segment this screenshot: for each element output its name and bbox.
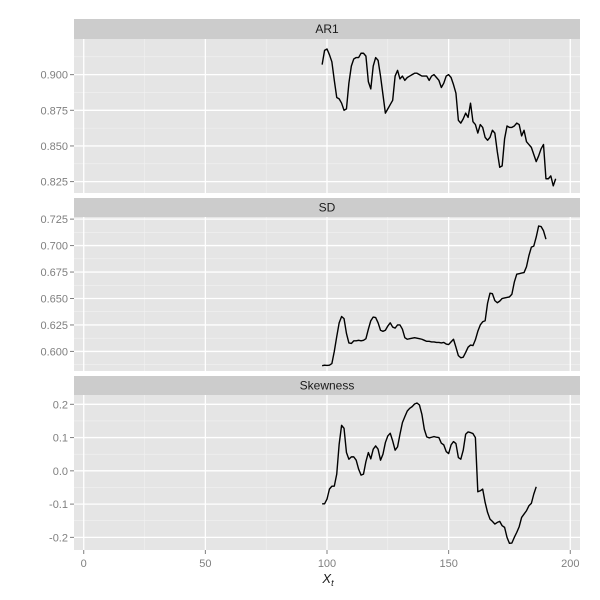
y-tick-label: 0.600 <box>40 346 68 358</box>
x-tick-label: 100 <box>318 558 336 570</box>
y-tick-label: 0.0 <box>53 466 68 478</box>
facet-panels: AR1 0.825 0.850 0.875 0.900 SD 0.600 0.625 0.650… <box>40 19 580 550</box>
y-tick-label: -0.1 <box>49 499 68 511</box>
facet-strip-label: SD <box>319 201 336 215</box>
y-tick-label: 0.1 <box>53 433 68 445</box>
x-tick-label: 200 <box>561 558 579 570</box>
x-axis: 0 50 100 150 200 <box>81 550 579 570</box>
x-tick-label: 150 <box>439 558 457 570</box>
facet-strip <box>74 376 580 395</box>
facet-sd: SD 0.600 0.625 0.650 0.675 0.700 0.725 <box>40 198 580 371</box>
facet-skewness: Skewness -0.2 -0.1 0.0 0.1 0.2 <box>49 376 580 550</box>
facet-strip <box>74 198 580 217</box>
y-tick-label: 0.2 <box>53 399 68 411</box>
x-axis-title: Xt <box>321 571 334 588</box>
y-tick-label: 0.825 <box>40 177 68 189</box>
x-tick-label: 0 <box>81 558 87 570</box>
series-line-sd <box>321 225 547 367</box>
facet-strip-label: Skewness <box>300 379 355 393</box>
facet-strip <box>74 19 580 39</box>
y-tick-label: 0.725 <box>40 214 68 226</box>
series-line-ar1 <box>321 48 557 187</box>
y-tick-label: 0.700 <box>40 241 68 253</box>
x-tick-label: 50 <box>199 558 211 570</box>
y-tick-label: 0.650 <box>40 293 68 305</box>
facet-strip-label: AR1 <box>315 22 339 36</box>
y-tick-label: 0.625 <box>40 320 68 332</box>
series-line-skewness <box>322 402 537 545</box>
x-axis-title-subscript: t <box>331 578 334 588</box>
y-tick-label: 0.900 <box>40 70 68 82</box>
y-tick-label: 0.850 <box>40 141 68 153</box>
y-tick-label: 0.875 <box>40 105 68 117</box>
x-axis-title-main: X <box>321 571 332 586</box>
facet-ar1: AR1 0.825 0.850 0.875 0.900 <box>40 19 580 193</box>
y-tick-label: -0.2 <box>49 532 68 544</box>
y-tick-label: 0.675 <box>40 267 68 279</box>
